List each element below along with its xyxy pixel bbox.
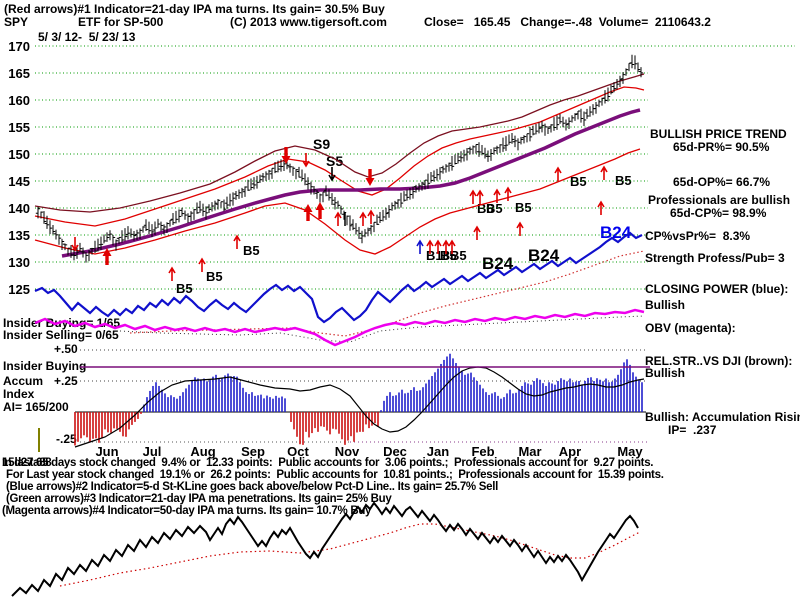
month-label: Feb	[471, 444, 495, 459]
panel-line: Bullish: Accumulation Rising	[645, 410, 800, 424]
left-label: AI= 165/200	[3, 400, 69, 414]
quote-line: Close= 165.45 Change=-.48 Volume= 211064…	[424, 15, 711, 29]
signal-label: B5	[570, 174, 587, 189]
month-label: May	[617, 444, 643, 459]
price-label: 165	[8, 66, 30, 81]
date-range: 5/ 3/ 12- 5/ 23/ 13	[38, 30, 136, 44]
ticker-symbol: SPY	[4, 15, 29, 29]
bottom-line: In last 65 days stock changed 9.4% or 12…	[2, 457, 654, 469]
signal-label: B5	[515, 200, 532, 215]
bottom-line-overlay: 15d27a88	[2, 457, 52, 469]
indicator1-legend: (Red arrows)#1 Indicator=21-day IPA ma t…	[4, 2, 385, 16]
price-label: 170	[8, 39, 30, 54]
signal-label: B5	[206, 269, 223, 284]
left-label: Accum	[3, 374, 44, 388]
price-label: 155	[8, 120, 30, 135]
panel-line: 65d-PR%= 90.5%	[673, 140, 770, 154]
month-label: Jul	[142, 444, 162, 459]
price-label: 150	[8, 147, 30, 162]
month-label: Apr	[558, 444, 582, 459]
month-label: Oct	[287, 444, 309, 459]
left-label: Insider Selling= 0/65	[3, 328, 119, 342]
signal-label: S9	[313, 136, 331, 152]
signal-label: B24	[482, 254, 514, 273]
signal-label: B5	[243, 243, 260, 258]
left-label: +.25	[54, 374, 78, 388]
price-label: 130	[8, 255, 30, 270]
left-label: Insider Buying	[3, 359, 87, 373]
panel-line: REL.STR..VS DJI (brown):	[645, 354, 793, 368]
panel-line: IP= .237	[668, 423, 717, 437]
month-label: Aug	[190, 444, 216, 459]
bottom-line: (Blue arrows)#2 Indicator=5-d St-KLine g…	[6, 481, 498, 493]
panel-line: Professionals are bullish	[648, 193, 791, 207]
signal-label: B5	[486, 201, 503, 216]
month-label: Jan	[426, 444, 450, 459]
signal-label: B5	[176, 281, 193, 296]
signal-label: B24	[600, 223, 632, 242]
month-label: Dec	[383, 444, 407, 459]
left-label: Index	[3, 387, 35, 401]
price-label: 160	[8, 93, 30, 108]
panel-line: CLOSING POWER (blue):	[645, 282, 789, 296]
bottom-line: (Green arrows)#3 Indicator=21-day IPA ma…	[6, 493, 392, 505]
month-label: Jun	[95, 444, 119, 459]
month-label: Sep	[241, 444, 265, 459]
panel-line: Bullish	[645, 366, 686, 380]
price-label: 145	[8, 174, 30, 189]
panel-line: Bullish	[645, 298, 686, 312]
month-label: Nov	[334, 444, 360, 459]
copyright-text: (C) 2013 www.tigersoft.com	[230, 15, 387, 29]
panel-line: CP%vsPr%= 8.3%	[645, 229, 751, 243]
panel-line: 65d-CP%= 98.9%	[670, 206, 767, 220]
bottom-line: (Magenta arrows)#4 Indicator=50-day IPA …	[2, 505, 372, 517]
panel-line: BULLISH PRICE TREND	[650, 127, 787, 141]
signal-label: B5	[450, 248, 467, 263]
panel-line: OBV (magenta):	[645, 321, 736, 335]
signal-label: B24	[528, 246, 560, 265]
bottom-line: For Last year stock changed 19.1% or 26.…	[6, 469, 664, 481]
price-label: 125	[8, 282, 30, 297]
price-label: 135	[8, 228, 30, 243]
signal-label: B5	[615, 173, 632, 188]
signal-label: S5	[326, 153, 344, 169]
left-label: +.50	[54, 342, 78, 356]
left-label: -.25	[56, 432, 77, 446]
panel-line: 65d-OP%= 66.7%	[673, 175, 771, 189]
month-label: Mar	[518, 444, 542, 459]
price-label: 140	[8, 201, 30, 216]
instrument-title: ETF for SP-500	[78, 15, 164, 29]
panel-line: Strength Profess/Pub= 3	[645, 251, 785, 265]
